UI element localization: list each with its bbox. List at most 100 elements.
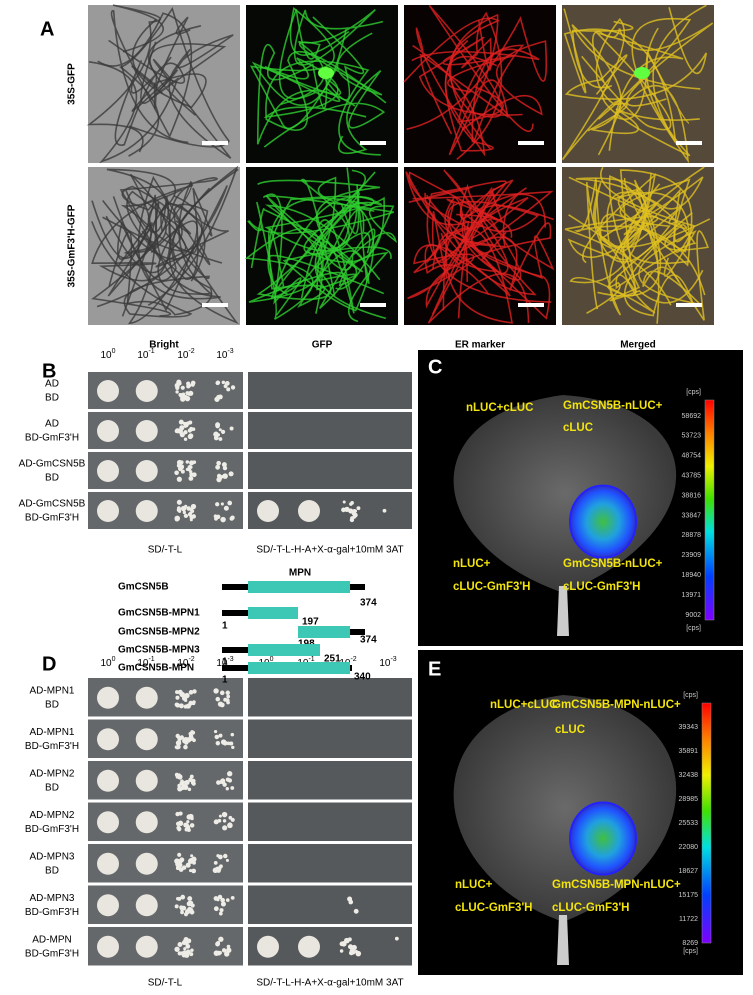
- mpn-domain: [248, 607, 298, 619]
- colony: [178, 419, 184, 425]
- colony: [175, 811, 180, 817]
- colony: [213, 819, 219, 825]
- infiltration-label: cLUC-GmF3'H: [453, 581, 531, 593]
- row-label: BD-GmF3'H: [25, 948, 79, 959]
- colony: [187, 428, 192, 433]
- colony: [179, 692, 184, 697]
- colony: [174, 772, 179, 777]
- colorbar: [704, 399, 715, 621]
- dilution-label: 10-2: [177, 656, 194, 669]
- colony: [347, 896, 353, 902]
- colony: [230, 895, 235, 900]
- mpn-domain: [298, 626, 350, 638]
- colony: [183, 912, 189, 917]
- colony: [339, 941, 345, 947]
- colony: [214, 734, 220, 740]
- cell-outline: [316, 208, 365, 314]
- colony: [183, 822, 189, 828]
- cell-outline: [581, 31, 684, 151]
- scale-bar: [518, 303, 544, 307]
- colony-spot: [97, 460, 119, 482]
- colony: [220, 739, 227, 745]
- colony: [175, 740, 182, 746]
- colony: [174, 515, 181, 522]
- colony: [218, 814, 222, 818]
- colony: [213, 432, 218, 437]
- cell-outline: [571, 24, 701, 135]
- infiltration-label: GmCSN5B-nLUC+: [563, 400, 663, 412]
- colony: [213, 950, 220, 956]
- colony: [382, 508, 387, 513]
- colorbar-tick: 22080: [679, 844, 699, 851]
- medium-label: SD/-T-L: [148, 545, 183, 556]
- colony: [187, 896, 193, 902]
- colony: [226, 947, 232, 953]
- colony: [184, 504, 188, 508]
- cell-outline: [418, 36, 523, 116]
- colony: [216, 394, 221, 400]
- colony-spot: [97, 686, 119, 709]
- colorbar-tick: 18627: [679, 868, 699, 875]
- plate-strip: [248, 761, 412, 800]
- colony-spot: [97, 935, 119, 958]
- colony: [213, 688, 219, 694]
- colony: [217, 894, 223, 900]
- colony-spot: [135, 935, 158, 958]
- mpn-domain: [248, 644, 320, 656]
- infiltration-label: nLUC+cLUC: [466, 402, 533, 414]
- plate-strip: [248, 412, 412, 449]
- colony-spot: [135, 852, 158, 875]
- colorbar: [701, 702, 712, 944]
- colony: [221, 948, 227, 953]
- infiltration-label: GmCSN5B-nLUC+: [563, 558, 663, 570]
- cell-outline: [91, 168, 187, 317]
- row-label: AD-MPN2: [29, 768, 74, 779]
- row-label: AD: [45, 379, 59, 390]
- plate-strip: [248, 844, 412, 883]
- colorbar-tick: 28878: [682, 532, 702, 539]
- dilution-label: 10-1: [137, 656, 154, 669]
- colony: [219, 908, 224, 913]
- row-label: AD-MPN3: [29, 851, 74, 862]
- colony: [228, 471, 234, 477]
- cell-outline: [280, 8, 384, 105]
- dilution-base: 10: [379, 658, 391, 669]
- residue-label: 1: [222, 675, 228, 686]
- nucleus: [634, 67, 650, 79]
- colorbar-tick: 13971: [682, 592, 702, 599]
- residue-label: 340: [354, 672, 371, 683]
- dilution-label: 100: [100, 348, 115, 361]
- cell-outline: [263, 57, 367, 119]
- cell-outline: [257, 167, 380, 273]
- colony: [179, 460, 184, 465]
- colorbar-tick: 48754: [682, 453, 702, 460]
- cell-outline: [425, 208, 552, 309]
- colony: [185, 943, 191, 949]
- colony: [222, 473, 228, 479]
- colony: [221, 811, 228, 818]
- colony: [349, 951, 353, 955]
- colony-spot: [298, 500, 320, 522]
- cell-outline: [425, 183, 551, 320]
- colony: [189, 952, 194, 957]
- colony-spot: [97, 811, 119, 834]
- row-label: AD-GmCSN5B: [19, 499, 86, 510]
- colony: [188, 476, 194, 481]
- colony: [220, 516, 226, 523]
- dilution-exponent: -1: [308, 656, 314, 663]
- colony: [186, 814, 192, 820]
- colony: [188, 690, 194, 695]
- colony: [216, 780, 221, 785]
- protein-line: [222, 584, 248, 590]
- cell-outline: [91, 185, 228, 325]
- colony: [177, 786, 183, 792]
- mpn-domain: [248, 581, 350, 593]
- column-label: Merged: [620, 340, 656, 351]
- cell-outline: [249, 6, 350, 130]
- colony: [215, 741, 221, 746]
- cell-outline: [586, 212, 695, 317]
- colony: [227, 822, 233, 827]
- colony: [178, 509, 182, 513]
- colony: [180, 951, 185, 955]
- column-label: GFP: [312, 340, 333, 351]
